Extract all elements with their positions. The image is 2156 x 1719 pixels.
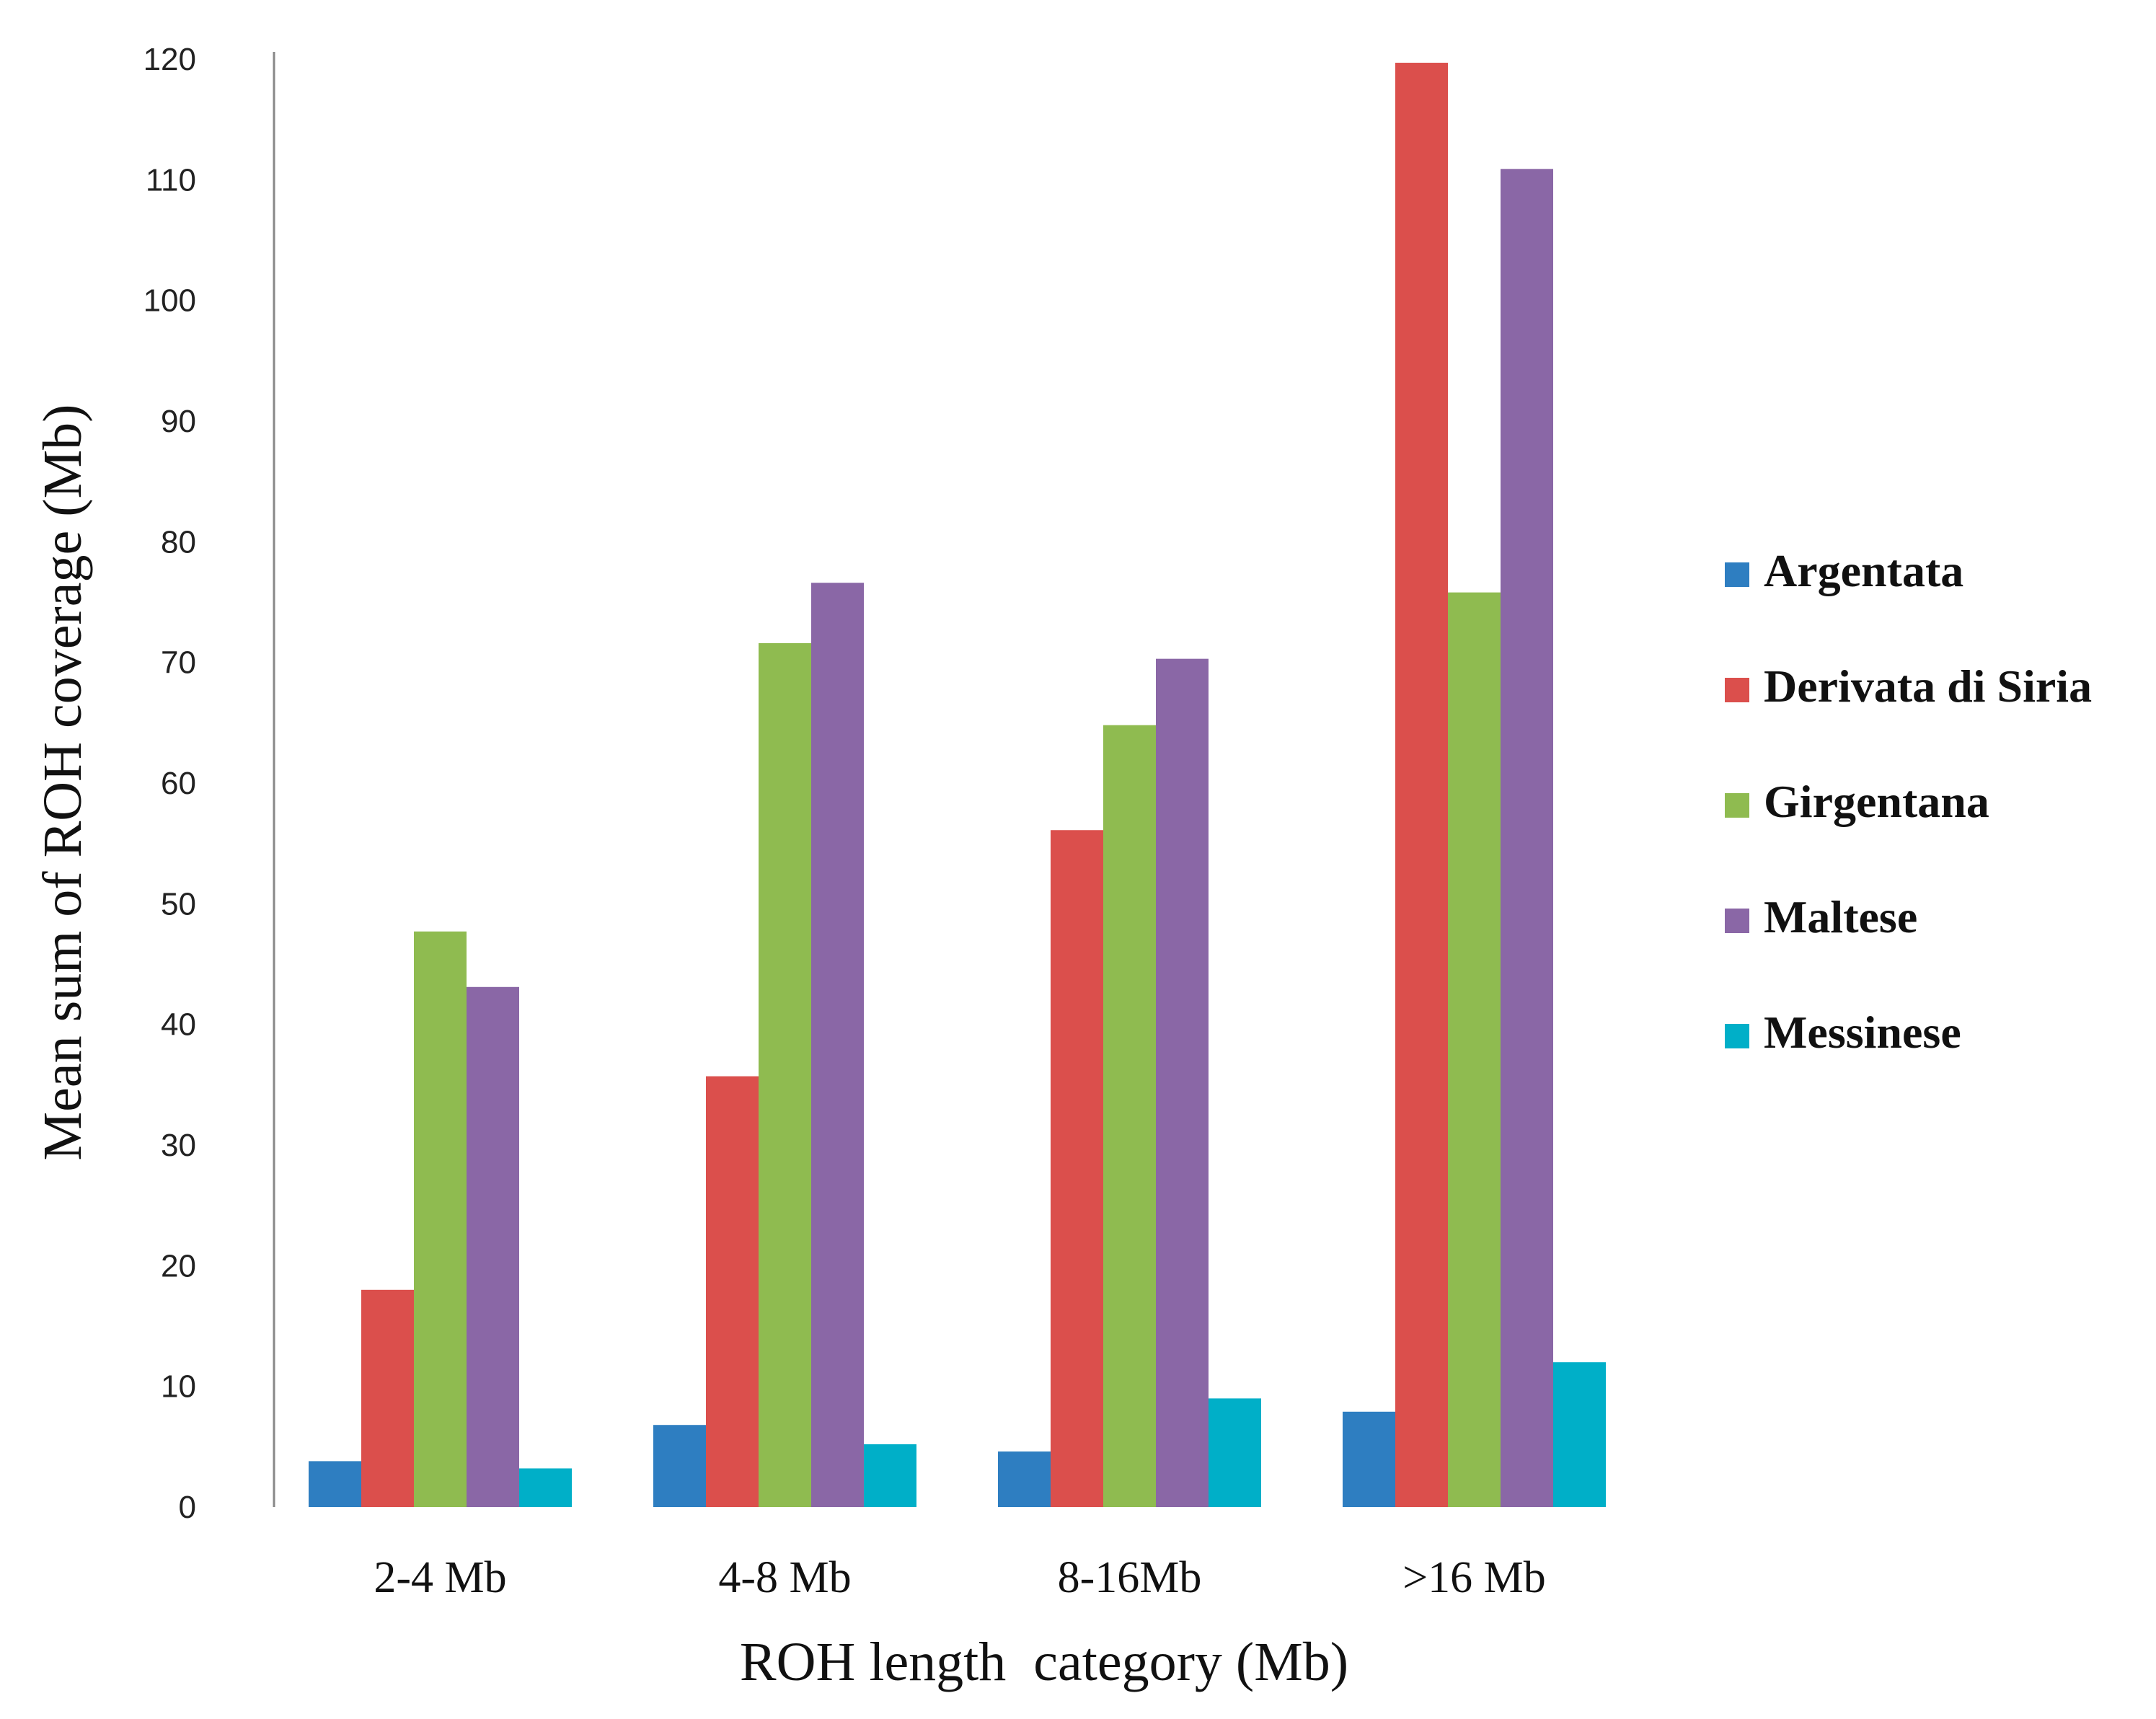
- legend-swatch: [1725, 1024, 1749, 1048]
- legend-label: Maltese: [1764, 891, 1917, 942]
- y-tick-label: 60: [161, 766, 196, 801]
- bar-girgentana: [759, 642, 811, 1507]
- bar-group: [653, 583, 916, 1507]
- y-tick-label: 0: [179, 1490, 196, 1525]
- legend-item-derivata-di-siria: Derivata di Siria: [1725, 660, 2092, 712]
- y-tick-label: 100: [143, 283, 196, 319]
- x-tick-label: 4-8 Mb: [718, 1553, 851, 1602]
- legend-swatch: [1725, 562, 1749, 587]
- x-tick-label: 2-4 Mb: [374, 1553, 506, 1602]
- bar-messinese: [519, 1468, 572, 1507]
- x-tick-label: >16 Mb: [1402, 1553, 1546, 1602]
- legend-swatch: [1725, 909, 1749, 933]
- bar-derivata-di-siria: [1395, 63, 1448, 1507]
- legend-swatch: [1725, 793, 1749, 818]
- legend-label: Derivata di Siria: [1764, 660, 2092, 712]
- bar-messinese: [864, 1444, 916, 1507]
- bar-girgentana: [1103, 725, 1156, 1508]
- bar-maltese: [1156, 658, 1209, 1507]
- bar-maltese: [467, 986, 519, 1507]
- y-tick-label: 90: [161, 404, 196, 439]
- bar-argentata: [653, 1425, 706, 1507]
- legend-item-maltese: Maltese: [1725, 891, 1917, 942]
- legend-swatch: [1725, 678, 1749, 702]
- bar-girgentana: [414, 931, 467, 1507]
- bar-derivata-di-siria: [1051, 830, 1103, 1507]
- y-tick-label: 70: [161, 645, 196, 681]
- bar-derivata-di-siria: [361, 1289, 414, 1507]
- bar-messinese: [1553, 1362, 1606, 1507]
- y-tick-label: 80: [161, 524, 196, 560]
- plot-area: [309, 63, 1606, 1508]
- bar-argentata: [309, 1461, 361, 1507]
- bar-argentata: [1343, 1411, 1395, 1507]
- legend: Argentata Derivata di Siria Girgentana Malt…: [1725, 545, 2092, 1058]
- y-tick-label: 120: [143, 42, 196, 77]
- bar-group: [1343, 63, 1606, 1508]
- legend-label: Messinese: [1764, 1007, 1961, 1058]
- x-axis-labels: 2-4 Mb 4-8 Mb 8-16Mb >16 Mb: [374, 1553, 1545, 1602]
- bar-group: [998, 658, 1261, 1508]
- legend-item-argentata: Argentata: [1725, 545, 1963, 596]
- bar-girgentana: [1448, 592, 1501, 1508]
- y-tick-label: 10: [161, 1369, 196, 1405]
- bar-maltese: [1501, 169, 1553, 1508]
- y-tick-label: 110: [146, 162, 196, 198]
- y-axis-title: Mean sum of ROH coverage (Mb): [32, 405, 93, 1161]
- bar-maltese: [811, 583, 864, 1507]
- y-tick-label: 50: [161, 886, 196, 922]
- bar-group: [309, 931, 572, 1507]
- y-tick-label: 30: [161, 1128, 196, 1163]
- legend-item-girgentana: Girgentana: [1725, 776, 1989, 827]
- y-axis-ticks: 0 10 20 30 40 50 60 70 80 90 100 110 120: [143, 42, 196, 1525]
- bar-derivata-di-siria: [706, 1076, 759, 1507]
- x-tick-label: 8-16Mb: [1058, 1553, 1202, 1602]
- bar-argentata: [998, 1451, 1051, 1507]
- y-tick-label: 40: [161, 1007, 196, 1043]
- bar-messinese: [1209, 1398, 1261, 1507]
- y-tick-label: 20: [161, 1248, 196, 1283]
- legend-label: Argentata: [1764, 545, 1963, 596]
- legend-item-messinese: Messinese: [1725, 1007, 1961, 1058]
- legend-label: Girgentana: [1764, 776, 1989, 827]
- x-axis-title: ROH length category (Mb): [740, 1632, 1348, 1692]
